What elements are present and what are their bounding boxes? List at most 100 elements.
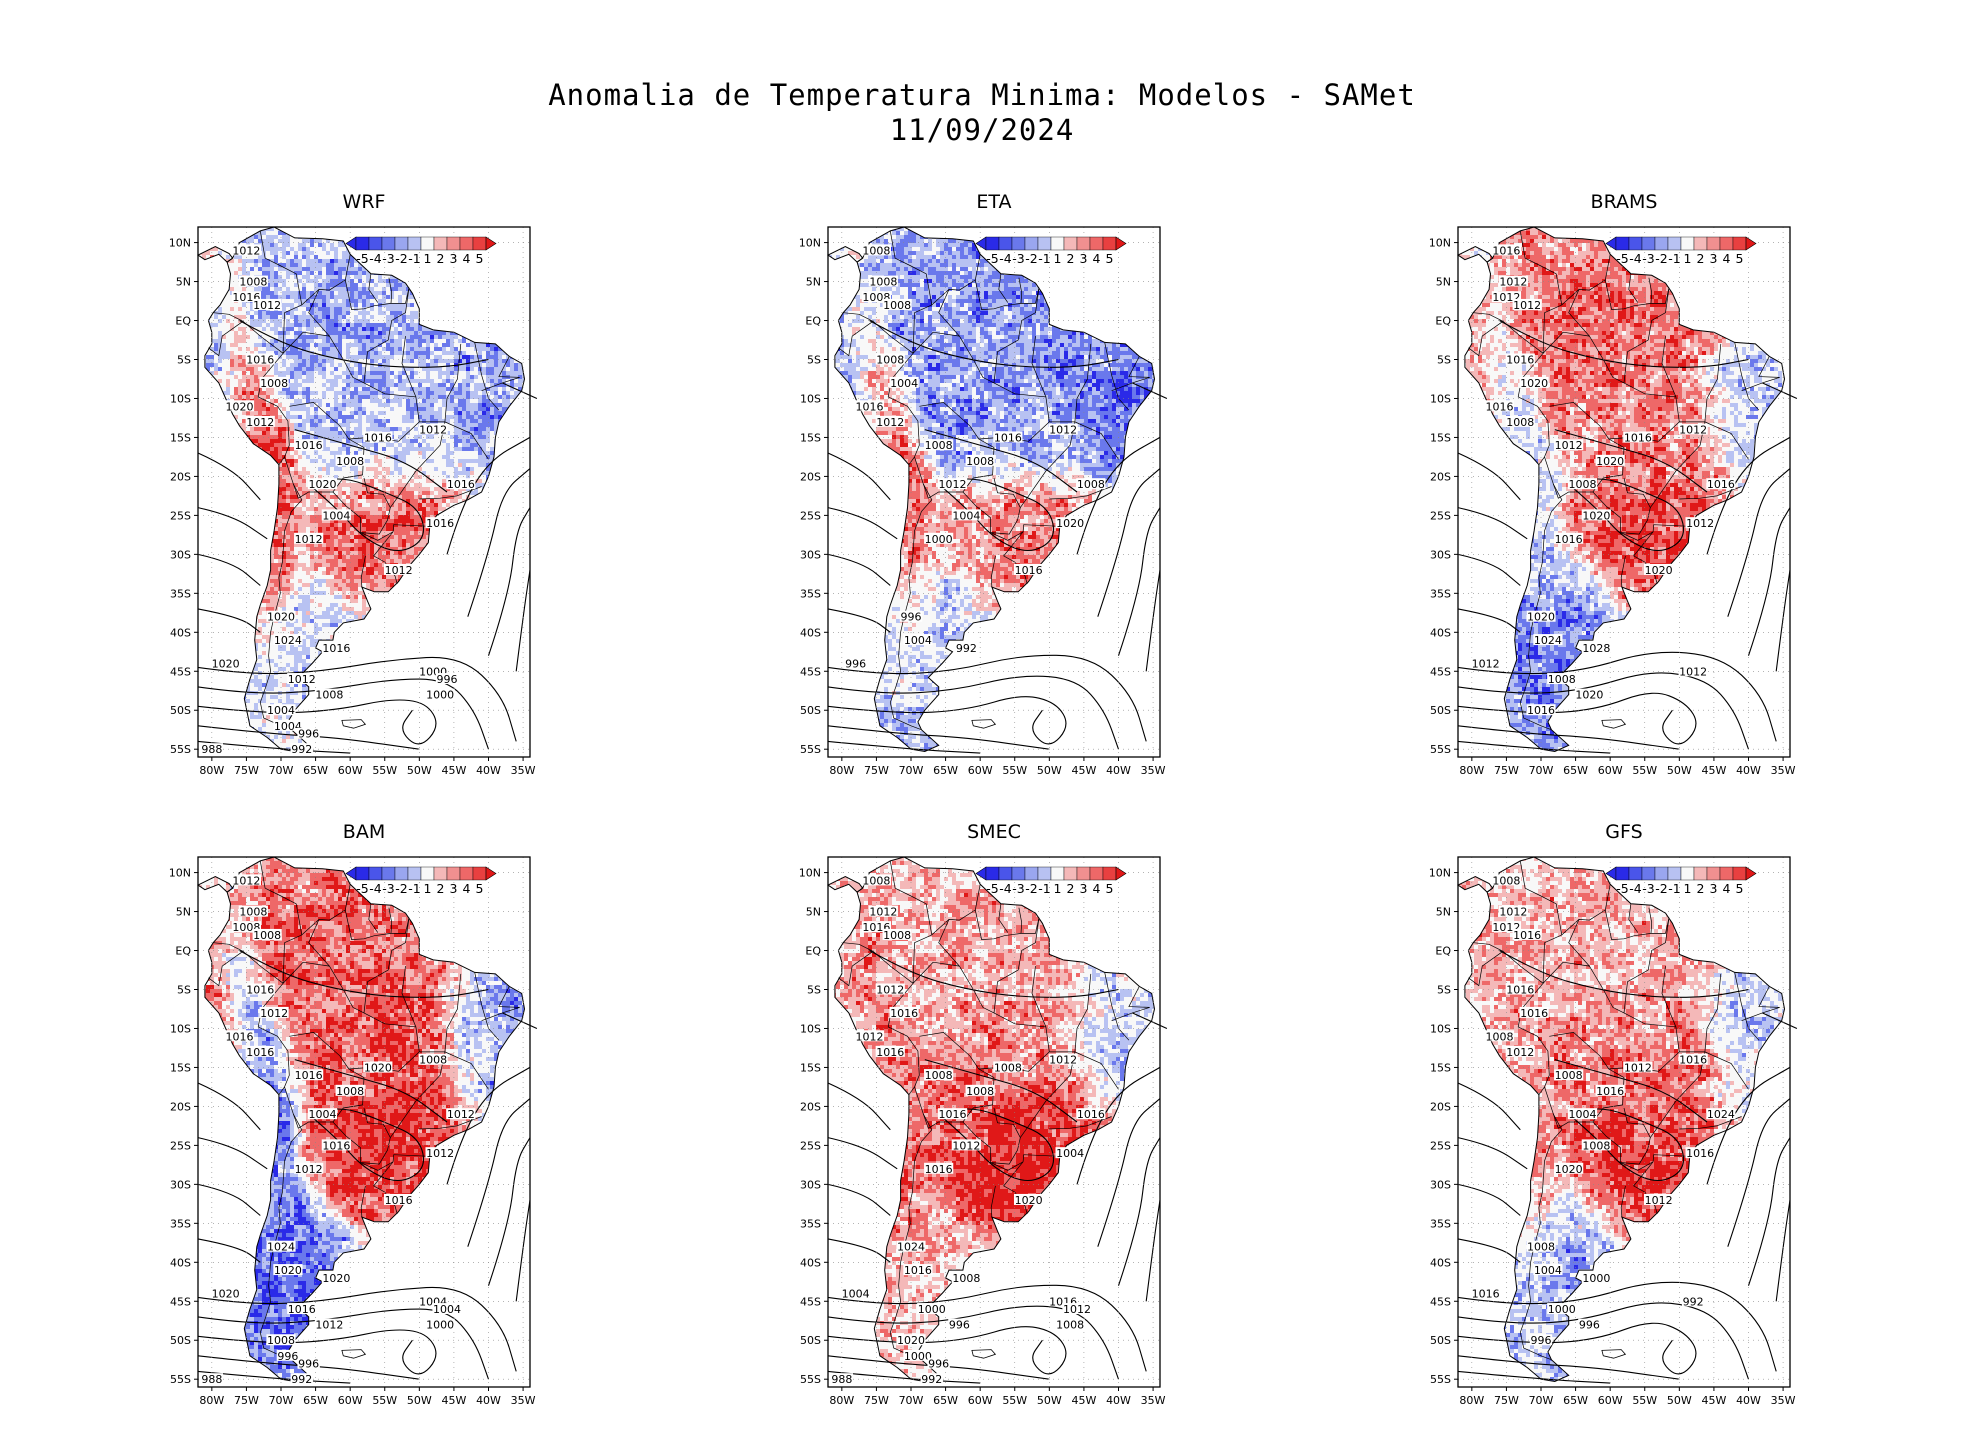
isobar-label: 1020: [309, 478, 337, 491]
panel-wrf: WRF 1012 1008 1016 1012 1016 1008 1020 1012 1016 1…: [150, 190, 610, 790]
colorbar-label: -4: [369, 251, 382, 266]
y-tick-label: 25S: [1430, 1139, 1451, 1152]
isobar-label: 996: [277, 1350, 298, 1363]
y-tick-label: 35S: [170, 1217, 191, 1230]
isobar-label: 1012: [869, 906, 897, 919]
x-tick-label: 75W: [234, 764, 259, 777]
x-tick-label: 55W: [372, 764, 397, 777]
x-tick-label: 80W: [829, 764, 854, 777]
isobar-label: 996: [901, 611, 922, 624]
x-tick-label: 70W: [1529, 1394, 1554, 1407]
x-tick-label: 75W: [1494, 764, 1519, 777]
isobar-label: 996: [298, 1358, 319, 1371]
isobar-label: 1004: [1056, 1147, 1084, 1160]
isobar-label: 1008: [1527, 1241, 1555, 1254]
isobar-label: 1020: [322, 1272, 350, 1285]
map-eta: ETA1008100810081008100810041016101210081…: [780, 190, 1240, 790]
colorbar-label: -1: [1668, 251, 1680, 266]
x-tick-label: 45W: [1701, 1394, 1726, 1407]
y-tick-label: 20S: [170, 1100, 191, 1113]
colorbar-label: 3: [450, 251, 458, 266]
x-tick-label: 65W: [933, 1394, 958, 1407]
isobar-label: 1004: [433, 1303, 461, 1316]
isobar-label: 1020: [226, 400, 254, 413]
colorbar-label: -2: [1655, 251, 1667, 266]
isobar-label: 1016: [1686, 1147, 1714, 1160]
isobar-label: 1008: [260, 377, 288, 390]
x-tick-label: 35W: [1771, 1394, 1796, 1407]
isobar-label: 996: [845, 657, 866, 670]
isobar-label: 1004: [842, 1287, 870, 1300]
y-tick-label: 55S: [170, 1373, 191, 1386]
isobar-label: 1020: [1555, 1163, 1583, 1176]
x-tick-label: 70W: [269, 1394, 294, 1407]
isobar-label: 1020: [897, 1334, 925, 1347]
colorbar-label: -1: [1038, 251, 1050, 266]
isobar-label: 1008: [253, 929, 281, 942]
x-tick-label: 80W: [1459, 764, 1484, 777]
colorbar-label: -1: [1668, 881, 1680, 896]
x-tick-label: 65W: [1563, 1394, 1588, 1407]
isobar-label: 1004: [1534, 1264, 1562, 1277]
colorbar-label: 1: [424, 881, 432, 896]
isobar-label: 1008: [994, 1061, 1022, 1074]
x-tick-label: 60W: [338, 1394, 363, 1407]
x-tick-label: 70W: [899, 1394, 924, 1407]
isobar-label: 1008: [1506, 416, 1534, 429]
colorbar-label: -5: [356, 251, 368, 266]
isobar-label: 1012: [385, 564, 413, 577]
y-tick-label: 10N: [799, 237, 821, 250]
isobar-label: 1016: [364, 431, 392, 444]
x-tick-label: 50W: [1037, 1394, 1062, 1407]
isobar-label: 992: [291, 1373, 312, 1386]
map-smec: SMEC100810121016100810121016101210161008…: [780, 820, 1240, 1420]
x-tick-label: 55W: [1002, 1394, 1027, 1407]
x-tick-label: 45W: [441, 764, 466, 777]
panel-brams: BRAMS 1016 1012 1012 1012 1016 1020 1016 1008 101…: [1410, 190, 1870, 790]
colorbar-label: -5: [986, 251, 998, 266]
isobar-label: 1008: [925, 1069, 953, 1082]
x-tick-label: 50W: [407, 764, 432, 777]
x-tick-label: 65W: [1563, 764, 1588, 777]
isobar-label: 1012: [1063, 1303, 1091, 1316]
y-tick-label: 20S: [800, 470, 821, 483]
colorbar-label: 4: [1723, 251, 1731, 266]
y-tick-label: 40S: [800, 1256, 821, 1269]
isobar-label: 1004: [309, 1108, 337, 1121]
isobar-label: 1012: [447, 1108, 475, 1121]
isobar-label: 1008: [267, 1334, 295, 1347]
isobar-label: 1024: [897, 1241, 925, 1254]
colorbar-label: 5: [476, 881, 484, 896]
y-tick-label: EQ: [1435, 945, 1451, 958]
isobar-label: 1016: [939, 1108, 967, 1121]
y-tick-label: 5N: [176, 906, 191, 919]
isobar-label: 1020: [267, 611, 295, 624]
panel-title-bam: BAM: [343, 821, 385, 843]
isobar-label: 1012: [295, 1163, 323, 1176]
colorbar-label: -2: [1025, 881, 1037, 896]
colorbar-label: -3: [382, 251, 394, 266]
y-tick-label: 30S: [800, 548, 821, 561]
isobar-label: 1020: [274, 1264, 302, 1277]
isobar-label: 1008: [1548, 673, 1576, 686]
y-tick-label: 50S: [170, 1334, 191, 1347]
x-tick-label: 55W: [372, 1394, 397, 1407]
isobar-label: 996: [1531, 1334, 1552, 1347]
y-tick-label: 35S: [800, 587, 821, 600]
colorbar-label: 1: [1684, 881, 1692, 896]
x-tick-label: 55W: [1632, 764, 1657, 777]
isobar-label: 1004: [890, 377, 918, 390]
colorbar-label: -1: [408, 881, 420, 896]
x-tick-label: 40W: [1106, 1394, 1131, 1407]
x-tick-label: 40W: [1736, 764, 1761, 777]
colorbar-label: 2: [1067, 881, 1075, 896]
isobar-label: 1000: [426, 689, 454, 702]
colorbar-label: -2: [395, 881, 407, 896]
y-tick-label: 5N: [1436, 906, 1451, 919]
map-bam: BAM1012100810081008101610121016101610161…: [150, 820, 610, 1420]
y-tick-label: 20S: [170, 470, 191, 483]
x-tick-label: 70W: [899, 764, 924, 777]
isobar-label: 1016: [246, 1046, 274, 1059]
isobar-label: 1008: [883, 299, 911, 312]
x-tick-label: 70W: [269, 764, 294, 777]
